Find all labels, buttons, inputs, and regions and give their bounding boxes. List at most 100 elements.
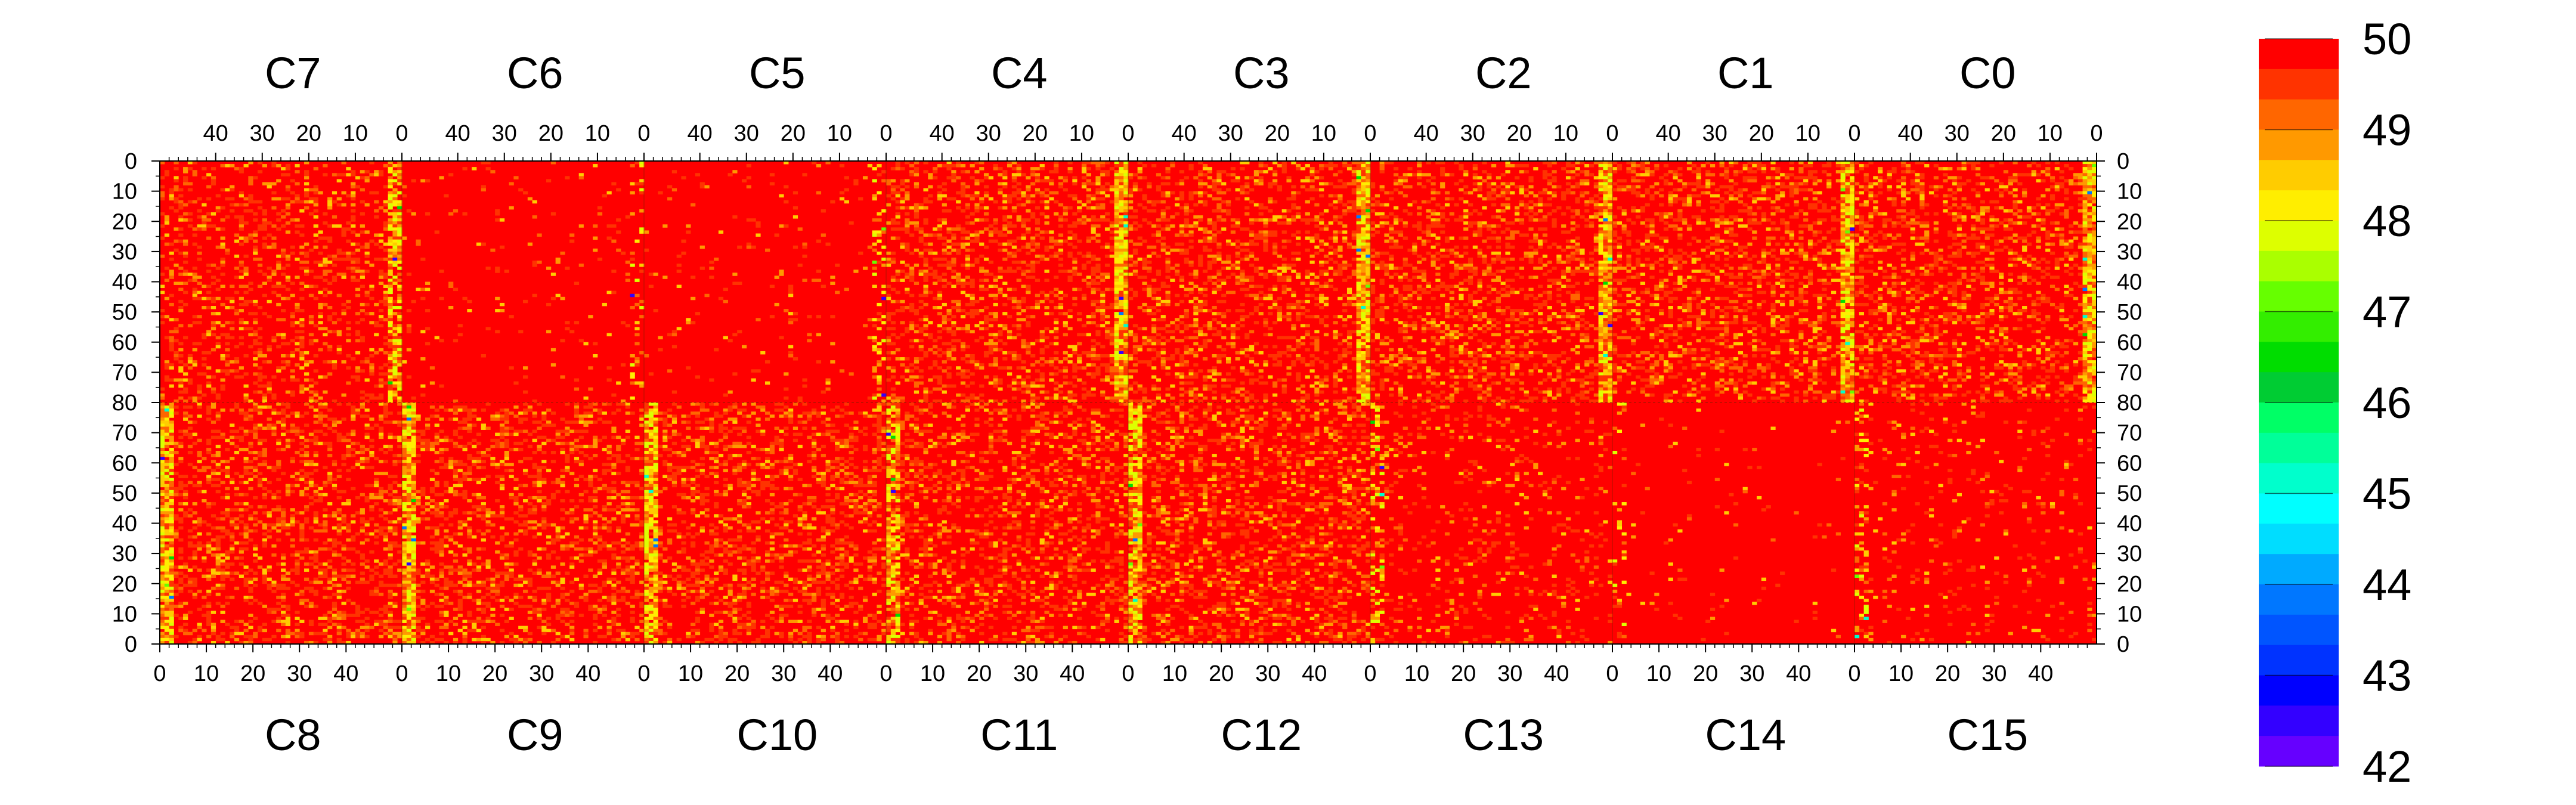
heatmap-cell <box>1361 351 1366 355</box>
heatmap-cell <box>253 200 258 204</box>
heatmap-cell <box>960 348 966 352</box>
heatmap-cell <box>644 230 649 234</box>
heatmap-cell <box>1137 348 1143 352</box>
heatmap-cell <box>1216 170 1222 174</box>
heatmap-cell <box>1505 185 1510 188</box>
heatmap-cell <box>886 312 891 315</box>
heatmap-cell <box>1114 324 1119 327</box>
heatmap-cell <box>1119 345 1124 349</box>
heatmap-cell <box>355 333 361 337</box>
heatmap-cell <box>1356 299 1361 304</box>
heatmap-cell <box>578 264 584 267</box>
heatmap-cell <box>1058 218 1064 222</box>
heatmap-cell <box>1230 230 1236 234</box>
heatmap-cell <box>230 327 235 330</box>
heatmap-cell <box>1305 333 1310 337</box>
heatmap-cell <box>187 278 193 282</box>
heatmap-cell <box>1104 273 1110 276</box>
heatmap-cell <box>285 287 291 292</box>
heatmap-cell <box>230 321 235 324</box>
heatmap-cell <box>411 212 416 216</box>
heatmap-cell <box>1002 206 1008 210</box>
heatmap-cell <box>1016 278 1021 282</box>
heatmap-cell <box>1314 302 1320 306</box>
heatmap-cell <box>178 251 184 255</box>
heatmap-cell <box>1151 200 1157 204</box>
heatmap-cell <box>1086 261 1091 264</box>
heatmap-cell <box>1081 381 1087 385</box>
heatmap-cell <box>979 393 984 397</box>
heatmap-cell <box>360 302 365 306</box>
heatmap-cell <box>1026 324 1031 327</box>
heatmap-cell <box>877 363 882 367</box>
heatmap-cell <box>220 387 225 391</box>
heatmap-cell <box>974 261 980 264</box>
heatmap-cell <box>1016 354 1021 358</box>
heatmap-cell <box>1039 339 1045 343</box>
heatmap-cell <box>1063 179 1068 182</box>
heatmap-cell <box>1100 218 1106 222</box>
heatmap-cell <box>1240 161 1245 165</box>
heatmap-cell <box>951 227 956 231</box>
heatmap-cell <box>1230 264 1236 267</box>
heatmap-cell <box>1026 342 1031 346</box>
heatmap-cell <box>890 191 896 195</box>
heatmap-cell <box>1314 387 1320 391</box>
heatmap-cell <box>1160 182 1166 185</box>
heatmap-cell <box>1137 384 1143 388</box>
heatmap-cell <box>895 236 900 240</box>
heatmap-cell <box>1361 215 1366 219</box>
heatmap-cell <box>257 284 263 289</box>
heatmap-cell <box>1342 164 1348 168</box>
heatmap-cell <box>867 336 872 340</box>
heatmap-cell <box>230 209 235 213</box>
heatmap-cell <box>1291 185 1296 188</box>
heatmap-cell <box>1077 206 1082 210</box>
heatmap-cell <box>1337 342 1343 346</box>
heatmap-cell <box>1272 306 1278 309</box>
heatmap-cell <box>1137 167 1143 171</box>
heatmap-cell <box>392 188 398 192</box>
heatmap-cell <box>1016 182 1021 185</box>
heatmap-cell <box>1459 179 1464 182</box>
heatmap-cell <box>1054 287 1059 292</box>
heatmap-cell <box>1072 176 1078 179</box>
heatmap-cell <box>998 233 1003 237</box>
heatmap-cell <box>164 363 170 367</box>
heatmap-cell <box>1333 287 1338 292</box>
heatmap-cell <box>1002 200 1008 204</box>
heatmap-cell <box>220 264 225 267</box>
heatmap-cell <box>970 312 975 315</box>
heatmap-cell <box>1323 182 1329 185</box>
heatmap-cell <box>1063 312 1068 315</box>
heatmap-cell <box>327 360 333 364</box>
heatmap-cell <box>890 299 896 304</box>
heatmap-cell <box>397 375 402 379</box>
heatmap-cell <box>933 363 938 367</box>
heatmap-cell <box>1063 366 1068 370</box>
heatmap-cell <box>1272 264 1278 267</box>
heatmap-cell <box>1291 336 1296 340</box>
heatmap-cell <box>1366 306 1371 309</box>
heatmap-cell <box>983 354 989 358</box>
heatmap-cell <box>555 261 561 264</box>
heatmap-cell <box>1193 375 1199 379</box>
heatmap-cell <box>1361 167 1366 171</box>
heatmap-cell <box>1216 218 1222 222</box>
heatmap-cell <box>295 309 300 312</box>
heatmap-cell <box>1119 372 1124 376</box>
heatmap-cell <box>1221 312 1227 315</box>
heatmap-cell <box>933 273 938 276</box>
heatmap-cell <box>1552 179 1557 182</box>
heatmap-cell <box>681 176 686 179</box>
heatmap-cell <box>1193 309 1199 312</box>
heatmap-cell <box>732 333 738 337</box>
heatmap-cell <box>746 245 751 249</box>
heatmap-cell <box>210 375 216 379</box>
heatmap-cell <box>257 161 263 165</box>
heatmap-cell <box>257 366 263 370</box>
heatmap-cell <box>1198 179 1203 182</box>
heatmap-cell <box>988 351 993 355</box>
heatmap-cell <box>192 296 197 301</box>
heatmap-cell <box>1119 164 1124 168</box>
